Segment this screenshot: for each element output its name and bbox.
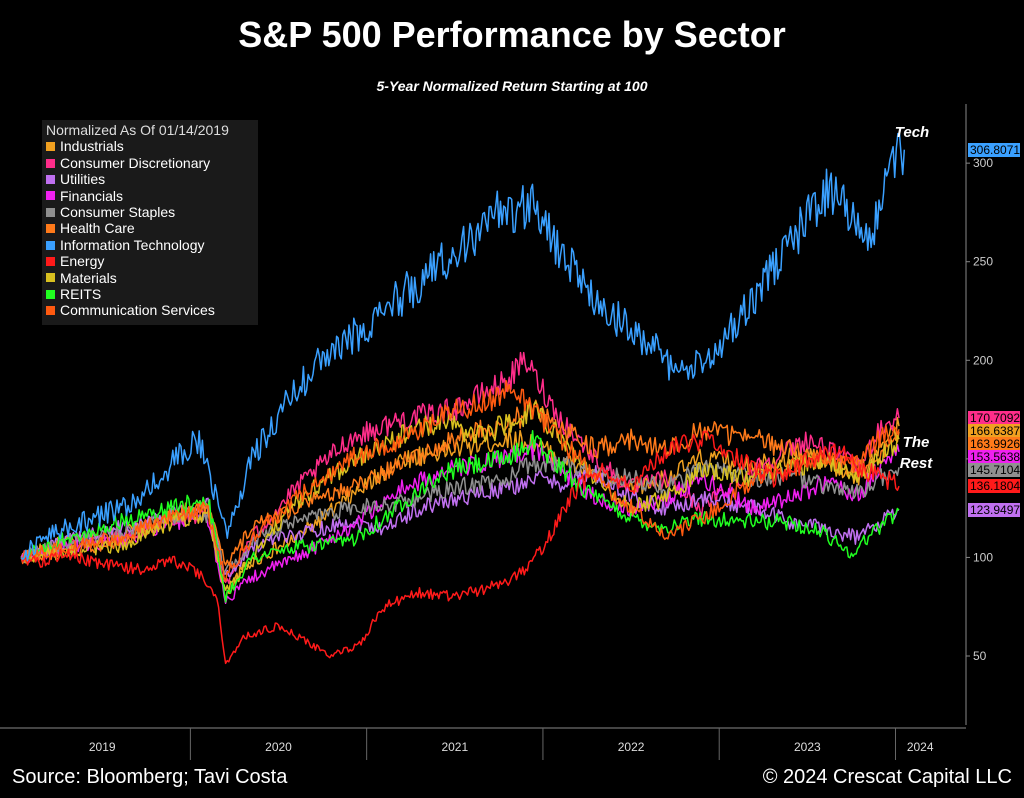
legend-items: Industrials Consumer Discretionary Utiliti… bbox=[46, 138, 254, 318]
series-line-health-care bbox=[20, 399, 900, 566]
annotation-tech: Tech bbox=[894, 124, 930, 141]
legend-item: Information Technology bbox=[46, 237, 254, 253]
x-tick-label: 2021 bbox=[441, 740, 468, 754]
x-tick-label: 2024 bbox=[907, 740, 934, 754]
legend-label: Consumer Discretionary bbox=[60, 154, 211, 171]
legend-label: Consumer Staples bbox=[60, 204, 176, 221]
legend: Normalized As Of 01/14/2019 Industrials C… bbox=[42, 120, 258, 325]
legend-label: Information Technology bbox=[60, 236, 205, 253]
series-line-communication-services bbox=[20, 379, 900, 582]
series-lines bbox=[20, 132, 906, 665]
legend-label: Health Care bbox=[60, 220, 135, 237]
y-tick-label: 250 bbox=[973, 255, 993, 269]
source-note: Source: Bloomberg; Tavi Costa bbox=[12, 766, 288, 788]
chart-subtitle: 5-Year Normalized Return Starting at 100 bbox=[376, 78, 648, 94]
end-value-tag: 166.6387 bbox=[968, 424, 1021, 439]
chart-title: S&P 500 Performance by Sector bbox=[238, 14, 786, 55]
end-value-tag: 136.1804 bbox=[968, 479, 1021, 494]
legend-item: Health Care bbox=[46, 220, 254, 236]
legend-swatch bbox=[46, 240, 55, 250]
legend-swatch bbox=[46, 273, 55, 283]
legend-label: REITS bbox=[60, 286, 102, 303]
x-tick-label: 2019 bbox=[89, 740, 116, 754]
y-tick-label: 50 bbox=[973, 649, 987, 663]
copyright-note: © 2024 Crescat Capital LLC bbox=[762, 766, 1012, 788]
legend-label: Utilities bbox=[60, 171, 106, 188]
legend-swatch bbox=[46, 224, 55, 234]
series-line-information-technology bbox=[20, 132, 906, 562]
end-value-tag: 163.9926 bbox=[968, 437, 1021, 452]
legend-swatch bbox=[46, 207, 55, 217]
x-tick-label: 2020 bbox=[265, 740, 292, 754]
series-line-energy bbox=[20, 430, 900, 665]
legend-label: Energy bbox=[60, 253, 105, 270]
end-value-tag: 123.9497 bbox=[968, 503, 1021, 518]
legend-swatch bbox=[46, 158, 55, 168]
legend-swatch bbox=[46, 256, 55, 266]
annotation-rest: Rest bbox=[899, 455, 933, 472]
y-tick-label: 100 bbox=[973, 550, 993, 564]
legend-label: Financials bbox=[60, 187, 124, 204]
legend-swatch bbox=[46, 191, 55, 201]
end-value-tag: 153.5638 bbox=[968, 450, 1021, 465]
legend-swatch bbox=[46, 289, 55, 299]
legend-item: Consumer Discretionary bbox=[46, 155, 254, 171]
series-line-reits bbox=[20, 429, 900, 603]
legend-swatch bbox=[46, 174, 55, 184]
legend-item: Utilities bbox=[46, 171, 254, 187]
legend-label: Communication Services bbox=[60, 302, 215, 319]
legend-swatch bbox=[46, 142, 55, 152]
end-value-tag: 306.8071 bbox=[968, 142, 1021, 157]
legend-item: Consumer Staples bbox=[46, 204, 254, 220]
legend-item: Industrials bbox=[46, 138, 254, 154]
end-value-tag: 145.7104 bbox=[968, 463, 1021, 478]
legend-title: Normalized As Of 01/14/2019 bbox=[46, 122, 229, 138]
legend-item: Communication Services bbox=[46, 302, 254, 318]
legend-item: Energy bbox=[46, 253, 254, 269]
x-tick-label: 2022 bbox=[618, 740, 645, 754]
y-tick-label: 300 bbox=[973, 156, 993, 170]
legend-item: Materials bbox=[46, 270, 254, 286]
annotation-the: The bbox=[902, 434, 930, 451]
legend-item: Financials bbox=[46, 188, 254, 204]
end-value-tag: 170.7092 bbox=[968, 411, 1021, 426]
legend-label: Industrials bbox=[60, 138, 124, 155]
legend-label: Materials bbox=[60, 269, 117, 286]
legend-swatch bbox=[46, 306, 55, 316]
legend-item: REITS bbox=[46, 286, 254, 302]
y-tick-label: 200 bbox=[973, 353, 993, 367]
x-tick-label: 2023 bbox=[794, 740, 821, 754]
